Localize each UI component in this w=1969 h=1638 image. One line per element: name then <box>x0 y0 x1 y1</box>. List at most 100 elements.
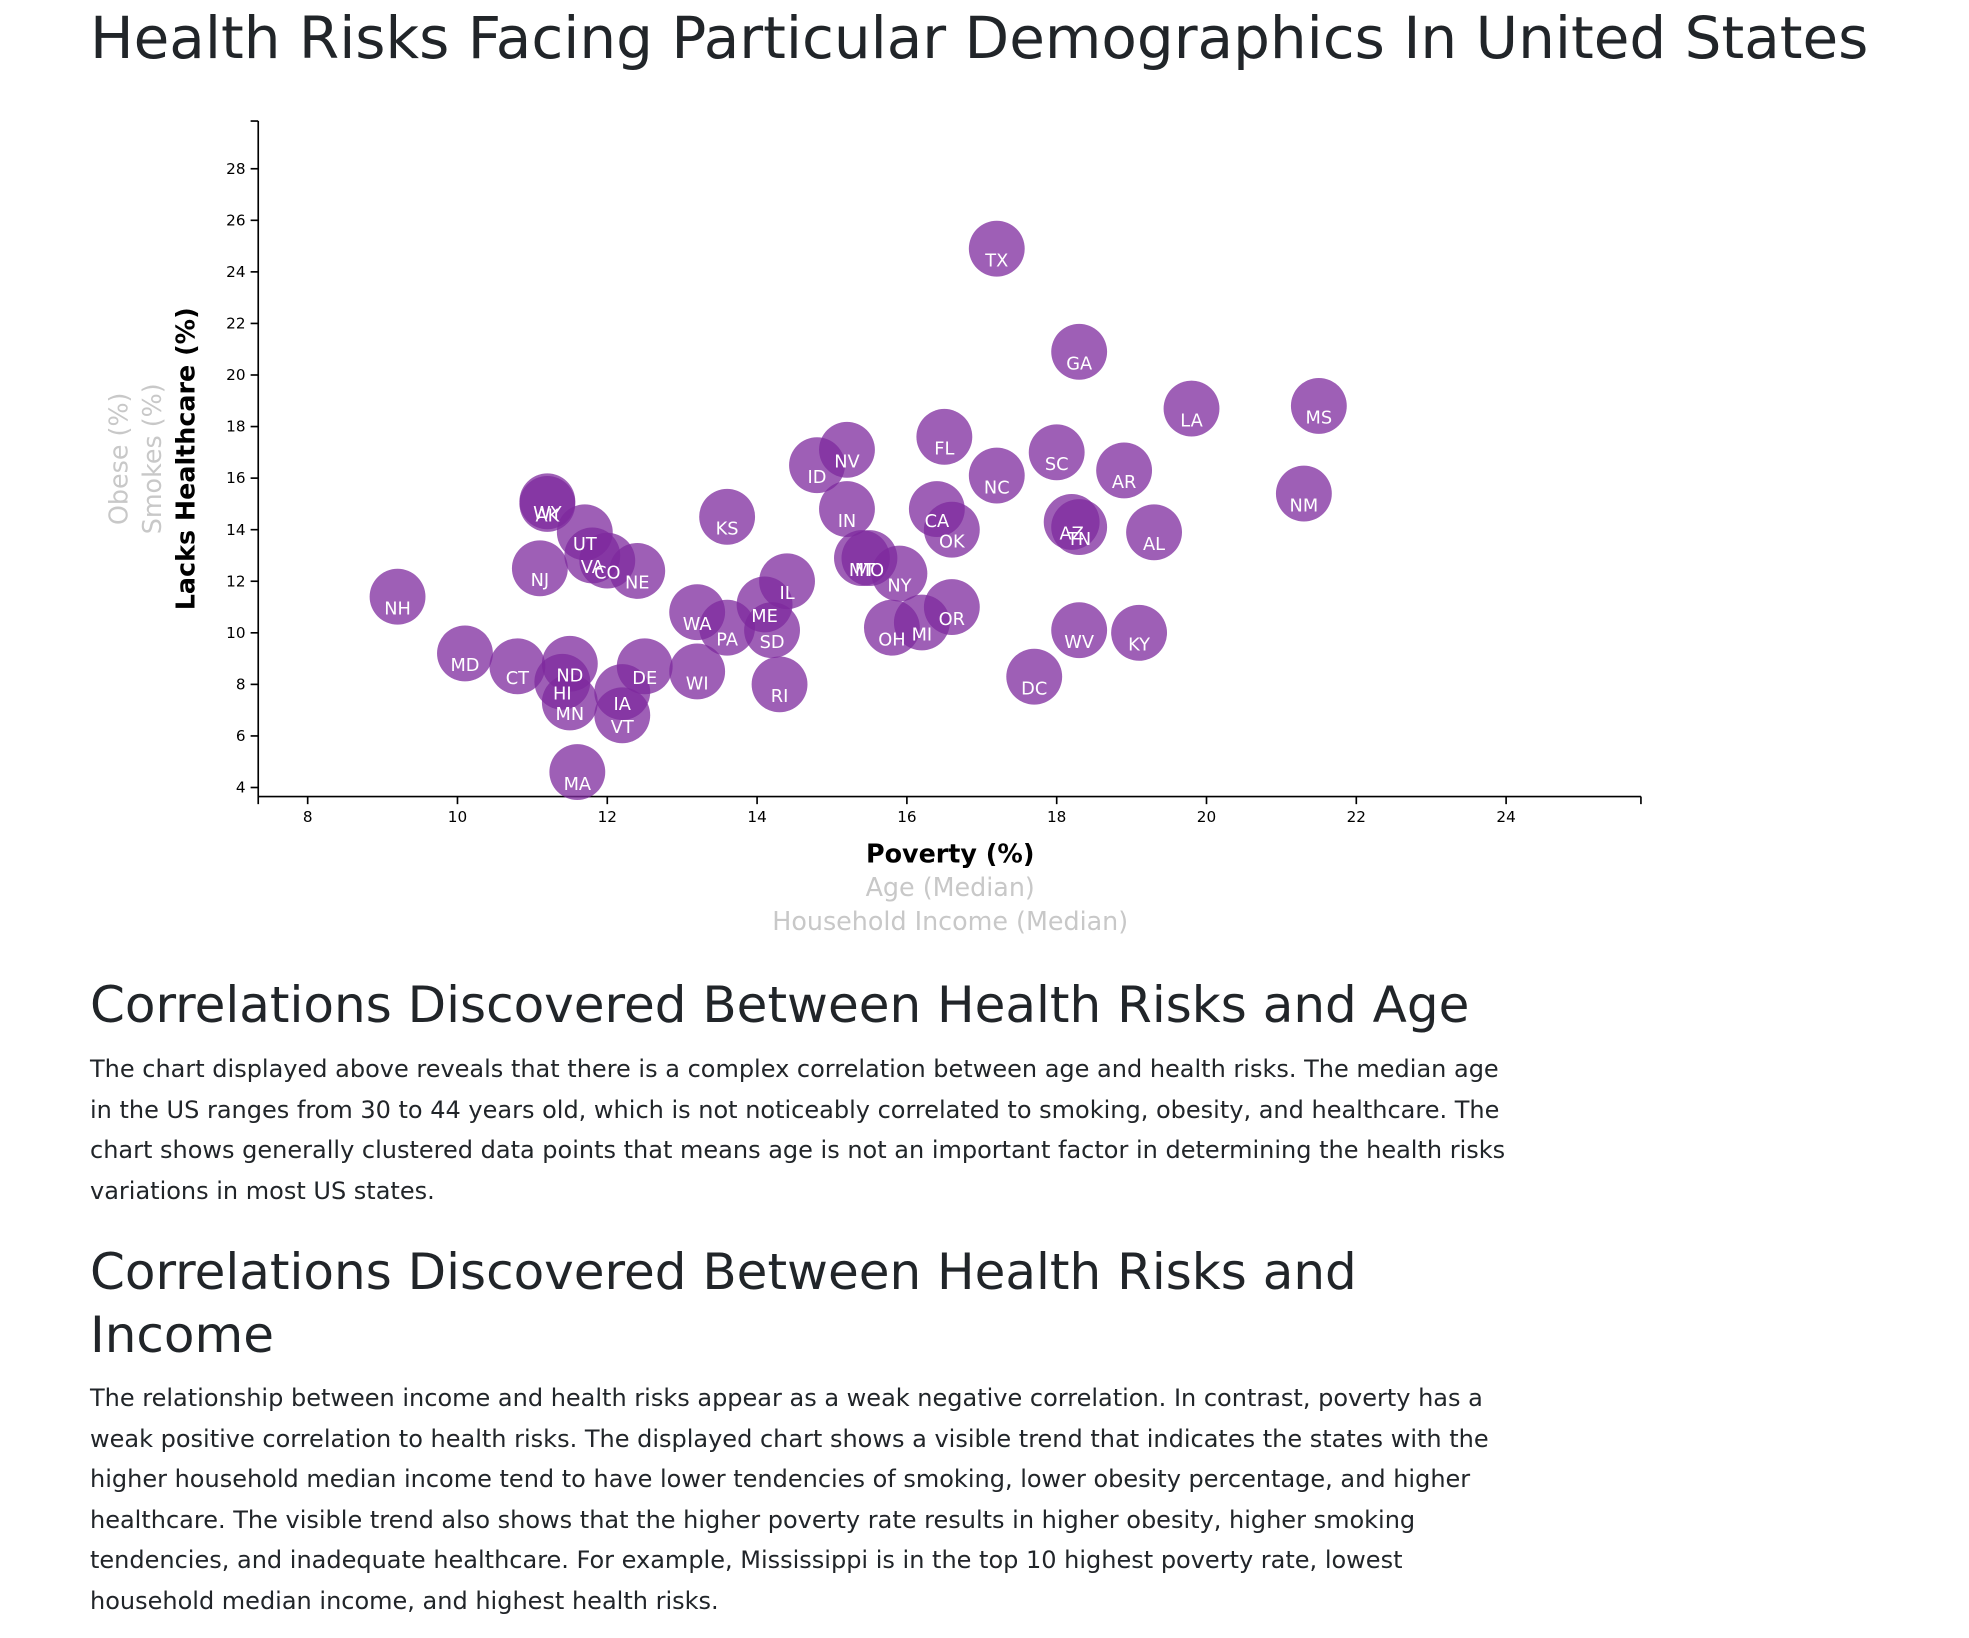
point <box>699 488 756 545</box>
x-tick-label: 14 <box>747 808 766 826</box>
point <box>369 568 426 625</box>
y-tick-label: 12 <box>226 572 245 590</box>
x-tick-label: 20 <box>1197 808 1216 826</box>
point-label: KY <box>1128 636 1150 656</box>
point-label: ME <box>751 607 778 627</box>
point-label: MT <box>849 561 875 581</box>
point <box>437 625 493 682</box>
point <box>1051 499 1108 556</box>
point-label: DE <box>632 669 657 689</box>
x-axis-option[interactable]: Household Income (Median) <box>772 906 1128 936</box>
point-label: FL <box>934 440 954 460</box>
point-label: WY <box>533 504 562 524</box>
point-label: OK <box>939 532 966 552</box>
y-tick-label: 14 <box>226 521 245 539</box>
point-label: CO <box>594 563 620 583</box>
point <box>541 674 598 731</box>
point-label: MS <box>1306 409 1333 429</box>
point <box>744 602 800 659</box>
point <box>1126 504 1183 561</box>
point-label: WI <box>686 674 709 694</box>
point-label: UT <box>573 535 597 555</box>
y-tick-label: 22 <box>226 315 245 333</box>
y-tick-label: 8 <box>236 675 246 693</box>
point-label: AZ <box>1060 525 1084 545</box>
y-axis-option[interactable]: Smokes (%) <box>137 383 167 534</box>
point-label: KS <box>716 520 739 540</box>
x-tick-label: 12 <box>598 808 617 826</box>
point-label: NC <box>984 478 1010 498</box>
point-label: RI <box>771 687 789 707</box>
point-label: MD <box>450 656 479 676</box>
x-tick-label: 24 <box>1496 808 1515 826</box>
point <box>1028 424 1085 481</box>
y-tick-label: 18 <box>226 418 245 436</box>
point-label: WA <box>683 615 712 635</box>
point <box>893 594 950 651</box>
point-label: NH <box>384 599 411 619</box>
point-label: CA <box>925 512 950 532</box>
point-label: MI <box>912 625 933 645</box>
y-tick-label: 24 <box>226 263 245 281</box>
point-label: NV <box>834 453 859 473</box>
point <box>1275 465 1332 522</box>
point-label: NM <box>1290 496 1319 516</box>
point <box>789 437 845 494</box>
y-tick-label: 26 <box>226 211 245 229</box>
point-label: IA <box>614 695 631 715</box>
point <box>609 543 666 599</box>
x-axis-option[interactable]: Age (Median) <box>866 872 1035 902</box>
point-label: NY <box>887 576 911 596</box>
y-tick-label: 28 <box>226 160 245 178</box>
point-label: GA <box>1066 355 1092 375</box>
point-label: MN <box>556 705 585 725</box>
point <box>1051 323 1108 380</box>
y-tick-label: 16 <box>226 469 245 487</box>
point-label: SD <box>760 633 785 653</box>
point-label: ND <box>556 667 583 687</box>
point-label: NE <box>625 574 650 594</box>
point-label: MA <box>564 775 591 795</box>
y-tick-label: 6 <box>236 727 246 745</box>
point-label: OH <box>878 630 905 650</box>
point-label: WV <box>1064 633 1094 653</box>
point-label: VA <box>581 558 604 578</box>
point <box>916 408 973 465</box>
section-text: The chart displayed above reveals that t… <box>90 1055 1506 1205</box>
point <box>549 744 606 800</box>
point-label: AL <box>1143 535 1165 555</box>
point <box>1111 604 1168 661</box>
x-tick-label: 10 <box>448 808 467 826</box>
point-label: DC <box>1021 679 1047 699</box>
point-label: MO <box>855 561 884 581</box>
point <box>1006 648 1063 705</box>
point <box>1096 442 1153 499</box>
x-axis-option[interactable]: Poverty (%) <box>866 839 1034 869</box>
point-label: IL <box>779 584 794 604</box>
section-heading: Correlations Discovered Between Health R… <box>90 1243 1357 1364</box>
point <box>1051 602 1108 659</box>
point-label: ID <box>808 468 827 488</box>
x-tick-label: 22 <box>1347 808 1366 826</box>
point <box>819 481 875 537</box>
point-label: SC <box>1045 455 1069 475</box>
point <box>871 545 928 602</box>
point-label: OR <box>939 610 965 630</box>
point <box>923 501 980 558</box>
point-label: IN <box>838 512 857 532</box>
chart: 8 10 12 14 16 18 20 22 24 4 6 8 10 12 14 16 18 20 22 24 26 28… <box>103 120 1642 936</box>
point-label: TN <box>1066 530 1091 550</box>
point-label: VT <box>611 718 634 738</box>
y-axis-option[interactable]: Lacks Healthcare (%) <box>171 307 201 610</box>
x-tick-label: 8 <box>303 808 313 826</box>
point <box>1163 380 1220 437</box>
point <box>511 540 568 597</box>
point <box>489 638 546 695</box>
y-axis-option[interactable]: Obese (%) <box>103 393 133 526</box>
section-text: The relationship between income and heal… <box>90 1384 1489 1615</box>
y-tick-label: 20 <box>226 366 245 384</box>
point <box>594 687 651 744</box>
x-tick-label: 16 <box>897 808 916 826</box>
point-label: TX <box>984 251 1008 271</box>
